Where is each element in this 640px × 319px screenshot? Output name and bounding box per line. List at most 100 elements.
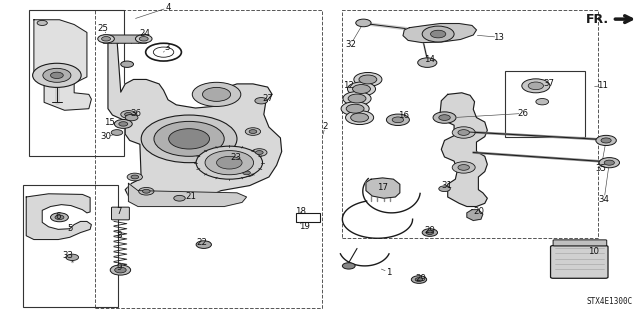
Circle shape [522,79,550,93]
Circle shape [192,82,241,107]
Circle shape [102,37,111,41]
Circle shape [343,92,371,106]
Circle shape [458,165,469,170]
Text: 17: 17 [377,183,388,192]
FancyBboxPatch shape [103,35,147,43]
Text: 10: 10 [588,247,599,256]
Circle shape [601,138,611,143]
Text: 26: 26 [518,109,529,118]
Circle shape [239,169,254,177]
Polygon shape [34,20,92,110]
Text: 9: 9 [116,263,122,272]
Text: 33: 33 [62,251,73,260]
Circle shape [431,30,446,38]
Polygon shape [366,178,400,198]
Text: 34: 34 [598,195,610,204]
Circle shape [243,171,250,175]
Text: 15: 15 [104,117,115,127]
Circle shape [458,130,469,135]
Bar [95,10,322,308]
Text: 11: 11 [596,81,608,90]
Circle shape [359,75,377,84]
Circle shape [115,120,132,128]
Bar [342,10,598,238]
Circle shape [599,158,620,168]
Circle shape [596,135,616,145]
Text: 7: 7 [116,207,122,216]
Circle shape [604,160,614,165]
Circle shape [205,151,253,175]
Circle shape [252,149,267,156]
Circle shape [418,58,437,67]
Circle shape [51,72,63,78]
Circle shape [55,215,64,219]
Circle shape [452,162,475,173]
FancyBboxPatch shape [550,246,608,278]
Circle shape [51,213,68,222]
Text: 21: 21 [186,191,196,201]
Circle shape [439,186,451,192]
Circle shape [346,104,364,113]
Circle shape [33,63,81,87]
Circle shape [255,98,268,104]
Circle shape [131,175,139,179]
Bar [29,10,124,156]
Circle shape [154,122,224,156]
Circle shape [245,128,260,135]
FancyBboxPatch shape [111,207,129,220]
Text: 37: 37 [543,79,554,88]
Circle shape [196,146,262,179]
Bar [559,252,598,267]
Text: 4: 4 [165,3,171,12]
Bar [296,213,320,222]
Text: 1: 1 [386,268,392,277]
Circle shape [351,113,369,122]
Circle shape [348,94,366,103]
Text: 2: 2 [323,122,328,131]
Text: 29: 29 [415,274,426,283]
Circle shape [140,37,148,41]
Text: 31: 31 [441,181,452,190]
Text: 16: 16 [397,111,408,120]
Circle shape [121,61,134,67]
Circle shape [452,127,475,138]
Text: 19: 19 [299,222,310,231]
Text: 30: 30 [100,132,111,141]
Circle shape [125,115,138,121]
Circle shape [141,115,237,163]
Circle shape [356,19,371,27]
Circle shape [98,35,115,43]
Circle shape [346,111,374,124]
Circle shape [341,102,369,116]
Circle shape [392,117,404,123]
Circle shape [125,113,132,116]
Text: 18: 18 [295,207,307,216]
Text: 27: 27 [262,94,273,103]
Circle shape [353,85,371,93]
Circle shape [422,26,454,42]
Text: 20: 20 [473,207,484,216]
Circle shape [196,241,211,249]
Circle shape [354,72,382,86]
Bar [505,70,585,137]
Circle shape [249,130,257,133]
Text: 23: 23 [230,153,241,162]
Circle shape [110,265,131,275]
Circle shape [43,68,71,82]
Circle shape [202,87,230,101]
Circle shape [528,82,543,90]
Circle shape [348,82,376,96]
Text: 12: 12 [343,81,354,90]
Circle shape [439,115,451,121]
Circle shape [143,189,150,193]
Text: 14: 14 [424,55,435,64]
Circle shape [415,278,423,281]
Circle shape [342,263,355,269]
Text: 22: 22 [196,238,207,247]
Circle shape [433,112,456,123]
Circle shape [115,267,126,273]
Circle shape [136,35,152,43]
Circle shape [426,231,434,234]
Text: FR.: FR. [586,13,609,26]
Text: 35: 35 [595,164,607,173]
